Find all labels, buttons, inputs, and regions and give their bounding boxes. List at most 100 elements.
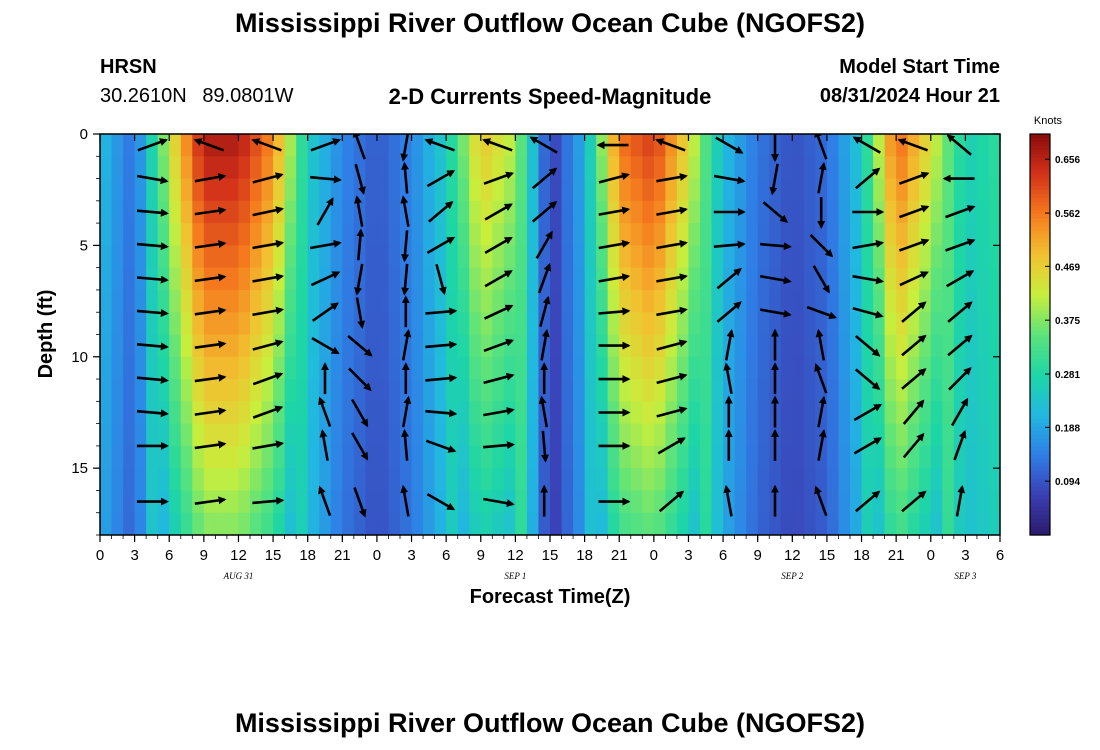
heatmap-cell <box>803 312 816 336</box>
heatmap-cell <box>561 401 574 425</box>
heatmap-cell <box>561 334 574 358</box>
heatmap-cell <box>573 468 586 492</box>
heatmap-cell <box>238 267 251 291</box>
heatmap-cell <box>573 512 586 535</box>
heatmap-cell <box>515 423 528 447</box>
heatmap-cell <box>550 356 563 380</box>
heatmap-cell <box>826 445 840 469</box>
heatmap-cell <box>503 468 516 492</box>
colorbar-swatch <box>1030 522 1050 528</box>
current-vector-arrow <box>656 173 688 183</box>
heatmap-cell <box>180 423 193 447</box>
heatmap-cell <box>342 445 355 469</box>
heatmap-cell <box>584 134 597 157</box>
heatmap-cell <box>700 512 713 535</box>
heatmap-cell <box>342 423 355 447</box>
heatmap-cell <box>861 445 874 469</box>
heatmap-cell <box>919 356 932 380</box>
heatmap-cell <box>111 156 124 180</box>
heatmap-cell <box>734 423 747 447</box>
heatmap-cell <box>688 356 701 380</box>
heatmap-cell <box>400 512 413 535</box>
heatmap-cell <box>826 356 840 380</box>
heatmap-cell <box>803 134 816 157</box>
heatmap-cell <box>388 490 401 514</box>
heatmap-cell <box>273 134 286 157</box>
heatmap-cell <box>376 379 390 402</box>
heatmap-cell <box>492 312 505 336</box>
heatmap-cell <box>480 289 493 313</box>
heatmap-cell <box>480 512 493 535</box>
current-vector-arrow <box>769 163 779 196</box>
current-vector-arrow <box>316 197 334 226</box>
heatmap-cell <box>850 379 863 402</box>
heatmap-cell <box>965 178 978 202</box>
heatmap-cell <box>134 223 147 246</box>
current-vector-arrow <box>713 174 746 185</box>
heatmap-cell <box>411 289 424 313</box>
current-vector-arrow <box>809 233 834 258</box>
heatmap-cell <box>538 156 551 180</box>
heatmap-cell <box>607 223 620 246</box>
heatmap-cell <box>884 312 897 336</box>
y-axis: 0 5 10 15 <box>71 126 1000 536</box>
current-vector-arrow <box>401 428 410 461</box>
current-vector-arrow <box>252 496 285 505</box>
heatmap-cell <box>469 156 482 180</box>
heatmap-cell <box>988 156 1000 180</box>
heatmap-cell <box>515 200 528 224</box>
heatmap-cell <box>584 379 597 402</box>
heatmap-cell <box>411 223 424 246</box>
heatmap-cell <box>319 245 332 269</box>
x-tick-label: 15 <box>265 547 282 564</box>
heatmap-cell <box>365 200 378 224</box>
heatmap-cell <box>653 178 666 202</box>
heatmap-cell <box>296 245 309 269</box>
heatmap-cell <box>330 267 343 291</box>
heatmap-cell <box>607 445 620 469</box>
heatmap-cell <box>850 267 863 291</box>
heatmap-cell <box>700 223 713 246</box>
heatmap-cell <box>930 245 943 269</box>
current-vector-arrow <box>309 175 342 184</box>
colorbar-tick-label: 0.094 <box>1055 477 1080 488</box>
heatmap-cell <box>365 401 378 425</box>
heatmap-cell <box>123 156 136 180</box>
heatmap-cell <box>607 379 620 402</box>
heatmap-cell <box>896 445 909 469</box>
current-vector-arrow <box>716 301 742 323</box>
heatmap-cell <box>123 289 136 313</box>
heatmap-cell <box>226 334 240 358</box>
heatmap-cell <box>573 445 586 469</box>
heatmap-cell <box>561 134 574 157</box>
heatmap-cell <box>573 490 586 514</box>
heatmap-cell <box>423 223 436 246</box>
x-tick-label: 6 <box>165 547 173 564</box>
heatmap-cell <box>261 312 274 336</box>
heatmap-cell <box>700 401 713 425</box>
colorbar-swatch <box>1030 350 1050 356</box>
heatmap-cell <box>676 401 690 425</box>
x-tick-label: 0 <box>927 547 935 564</box>
heatmap-cell <box>284 223 297 246</box>
heatmap-cell <box>250 200 263 224</box>
current-vector-arrow <box>656 406 688 418</box>
heatmap-cell <box>146 156 159 180</box>
colorbar-swatch <box>1030 318 1050 324</box>
heatmap-cell <box>134 178 147 202</box>
x-tick-label: 3 <box>961 547 969 564</box>
heatmap-cell <box>826 401 840 425</box>
colorbar-swatch <box>1030 310 1050 316</box>
heatmap-cell <box>226 223 240 246</box>
heatmap-cell <box>976 490 990 514</box>
heatmap-cell <box>342 401 355 425</box>
heatmap-cell <box>896 401 909 425</box>
heatmap-cell <box>584 289 597 313</box>
heatmap-cell <box>134 423 147 447</box>
heatmap-cell <box>850 468 863 492</box>
heatmap-cell <box>457 401 470 425</box>
heatmap-cell <box>780 356 793 380</box>
heatmap-cell <box>561 356 574 380</box>
heatmap-cell <box>123 334 136 358</box>
current-vector-arrow <box>945 205 976 219</box>
